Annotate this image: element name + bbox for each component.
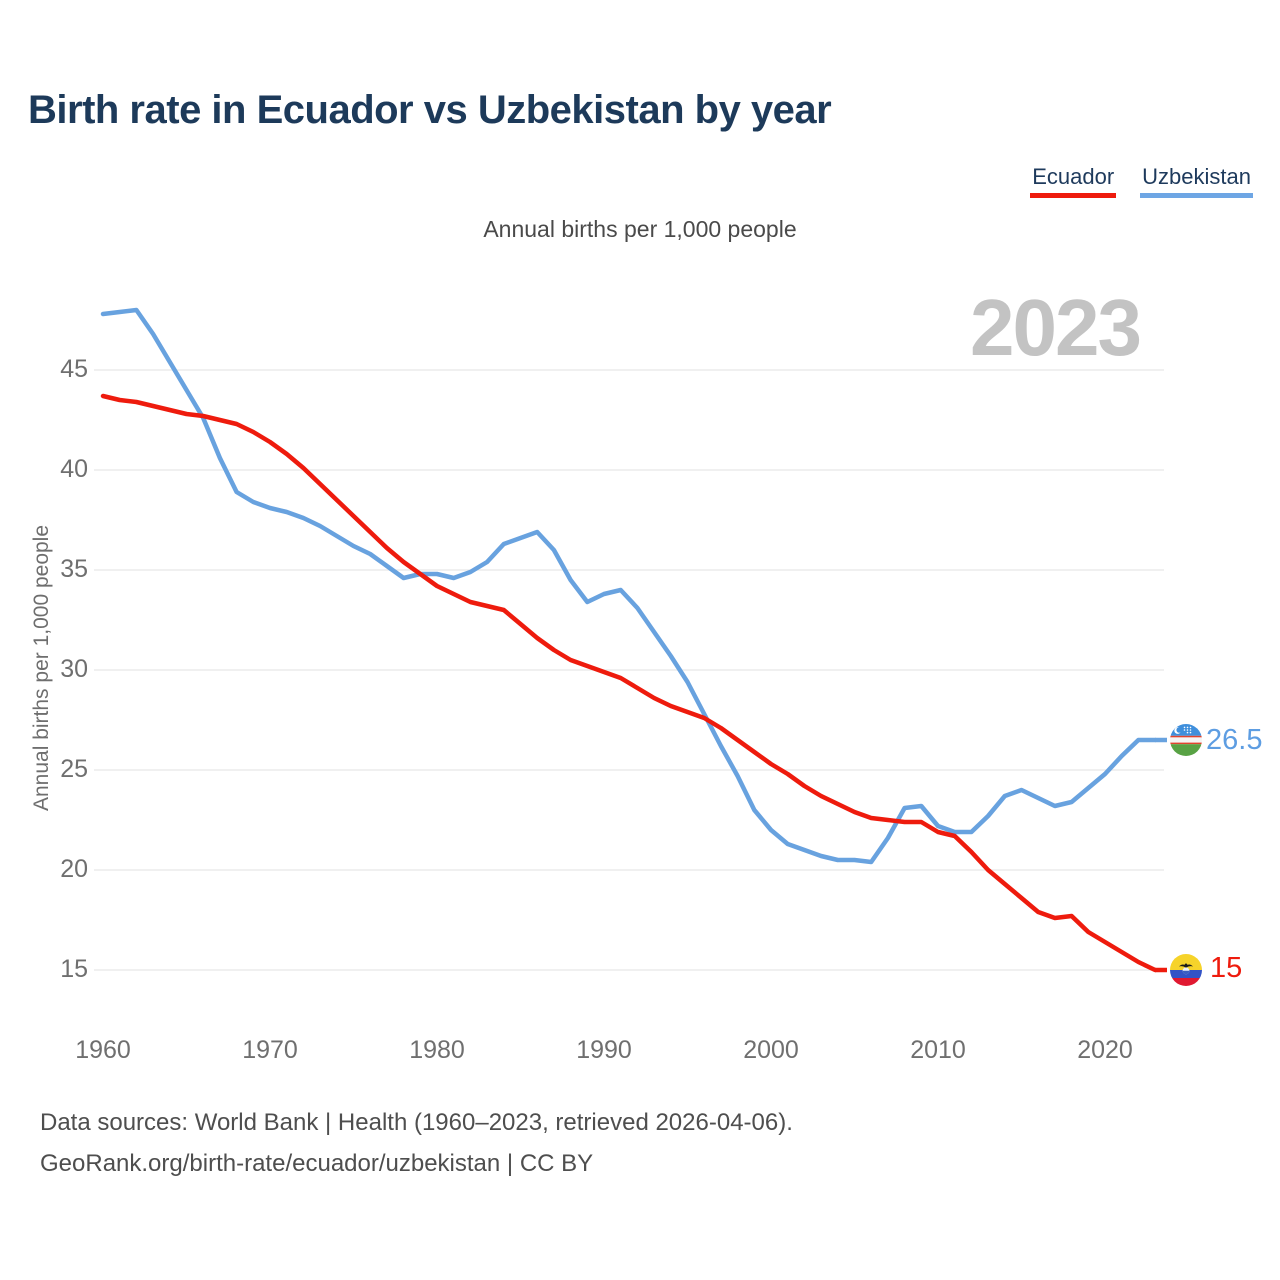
x-tick-label: 2010 bbox=[910, 1036, 966, 1064]
y-tick-label: 15 bbox=[60, 955, 88, 983]
legend-item-uzbekistan[interactable]: Uzbekistan bbox=[1140, 164, 1253, 198]
chart-subtitle: Annual births per 1,000 people bbox=[483, 216, 797, 242]
y-tick-label: 25 bbox=[60, 755, 88, 783]
legend-color-bar-uzbekistan bbox=[1140, 193, 1253, 198]
y-tick-label: 40 bbox=[60, 455, 88, 483]
legend-item-ecuador[interactable]: Ecuador bbox=[1030, 164, 1117, 198]
series-line-uzbekistan bbox=[100, 307, 1158, 865]
x-tick-label: 1980 bbox=[409, 1036, 465, 1064]
series-line-ecuador bbox=[100, 393, 1158, 973]
flag-ecuador-icon bbox=[1170, 954, 1202, 986]
y-tick-label: 45 bbox=[60, 355, 88, 383]
x-tick-label: 1970 bbox=[242, 1036, 298, 1064]
legend-label-ecuador: Ecuador bbox=[1032, 164, 1115, 189]
footer: Data sources: World Bank | Health (1960–… bbox=[40, 1102, 793, 1184]
watermark-year: 2023 bbox=[970, 283, 1142, 372]
y-tick-label: 30 bbox=[60, 655, 88, 683]
footer-sources-line: Data sources: World Bank | Health (1960–… bbox=[40, 1109, 793, 1136]
legend-label-uzbekistan: Uzbekistan bbox=[1142, 164, 1251, 189]
x-tick-label: 1960 bbox=[75, 1036, 131, 1064]
legend: Ecuador Uzbekistan bbox=[1030, 164, 1253, 198]
page-title: Birth rate in Ecuador vs Uzbekistan by y… bbox=[28, 88, 832, 132]
x-tick-label: 1990 bbox=[576, 1036, 632, 1064]
flag-uzbekistan-icon bbox=[1170, 724, 1202, 756]
end-value-label-ecuador: 15 bbox=[1210, 952, 1243, 984]
y-tick-label: 20 bbox=[60, 855, 88, 883]
x-tick-label: 2020 bbox=[1077, 1036, 1133, 1064]
end-value-label-uzbekistan: 26.5 bbox=[1206, 724, 1263, 756]
legend-color-bar-ecuador bbox=[1030, 193, 1117, 198]
footer-attribution-line: GeoRank.org/birth-rate/ecuador/uzbekista… bbox=[40, 1150, 594, 1177]
y-tick-label: 35 bbox=[60, 555, 88, 583]
x-tick-label: 2000 bbox=[743, 1036, 799, 1064]
